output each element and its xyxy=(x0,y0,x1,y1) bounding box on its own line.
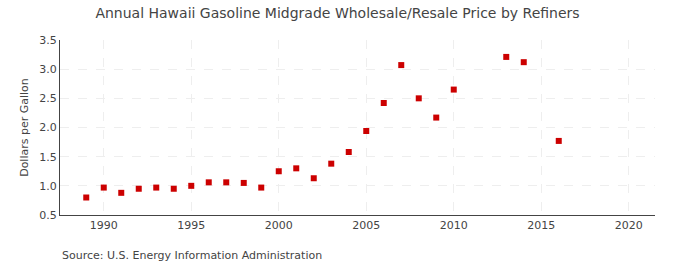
svg-text:0.5: 0.5 xyxy=(39,209,57,222)
svg-text:2015: 2015 xyxy=(527,219,555,232)
svg-text:2.0: 2.0 xyxy=(39,121,57,134)
svg-text:2005: 2005 xyxy=(352,219,380,232)
svg-text:2000: 2000 xyxy=(265,219,293,232)
svg-text:1995: 1995 xyxy=(177,219,205,232)
svg-text:3.5: 3.5 xyxy=(39,34,57,47)
svg-text:Annual Hawaii Gasoline Midgrad: Annual Hawaii Gasoline Midgrade Wholesal… xyxy=(95,5,579,21)
svg-text:2.5: 2.5 xyxy=(39,92,57,105)
svg-text:Source: U.S. Energy Informatio: Source: U.S. Energy Information Administ… xyxy=(62,249,322,262)
svg-text:1.0: 1.0 xyxy=(39,180,57,193)
svg-text:2020: 2020 xyxy=(615,219,643,232)
svg-text:Dollars per Gallon: Dollars per Gallon xyxy=(18,78,31,177)
svg-text:3.0: 3.0 xyxy=(39,63,57,76)
svg-text:1.5: 1.5 xyxy=(39,151,57,164)
svg-text:2010: 2010 xyxy=(440,219,468,232)
svg-text:1990: 1990 xyxy=(90,219,118,232)
